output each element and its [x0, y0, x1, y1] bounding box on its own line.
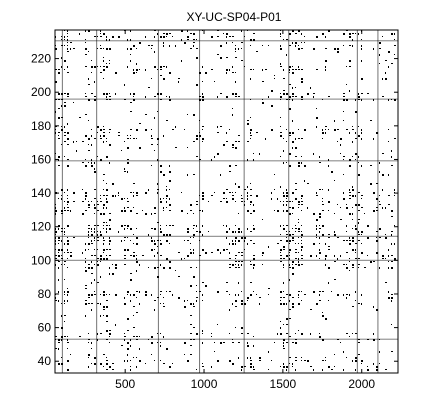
streak-horizontal [55, 98, 398, 100]
y-tick-label: 200 [31, 85, 51, 99]
streak-vertical [61, 30, 63, 373]
streak-vertical [96, 30, 98, 373]
y-tick-label: 140 [31, 186, 51, 200]
y-tick-label: 160 [31, 152, 51, 166]
streak-horizontal [55, 338, 398, 340]
y-tick-label: 120 [31, 220, 51, 234]
recurrence-matrix [55, 30, 398, 373]
streak-horizontal [55, 235, 398, 237]
y-axis: 40 60 80 100 120 140 160 180 200 220 [31, 52, 398, 368]
x-tick-label: 1500 [270, 377, 297, 391]
streak-horizontal [55, 259, 398, 261]
streak-vertical [243, 30, 245, 373]
x-tick-label: 500 [115, 377, 135, 391]
y-tick-label: 40 [38, 354, 52, 368]
y-tick-label: 180 [31, 119, 51, 133]
streak-vertical [157, 30, 159, 373]
chart-title: XY-UC-SP04-P01 [187, 10, 282, 24]
recurrence-points [55, 30, 396, 371]
x-tick-label: 2000 [348, 377, 375, 391]
y-tick-label: 100 [31, 253, 51, 267]
y-tick-label: 80 [38, 287, 52, 301]
x-axis: 500 1000 1500 2000 [115, 30, 375, 391]
streak-horizontal [55, 160, 398, 162]
streak-horizontal [55, 40, 398, 42]
streak-vertical [199, 30, 201, 373]
streak-vertical [356, 30, 358, 373]
y-tick-label: 60 [38, 321, 52, 335]
axes-frame [54, 29, 399, 374]
streak-vertical [377, 30, 379, 373]
y-tick-label: 220 [31, 52, 51, 66]
recurrence-streaks [55, 30, 398, 373]
streak-vertical [288, 30, 290, 373]
x-tick-label: 1000 [191, 377, 218, 391]
